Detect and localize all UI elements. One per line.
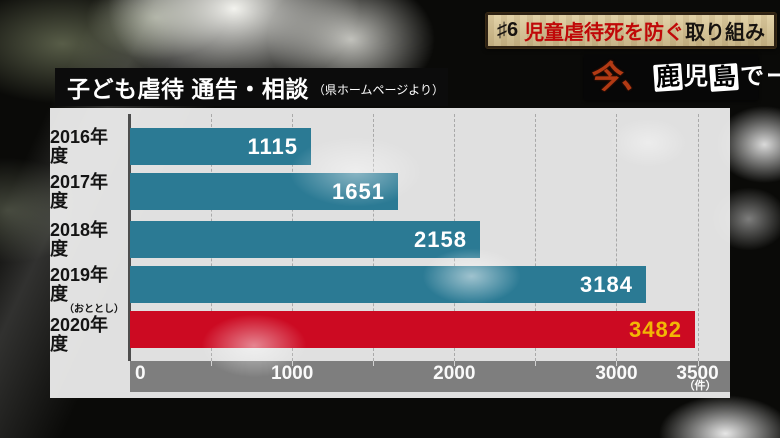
bar: 2158 <box>130 221 480 258</box>
axis-tick-label: 2000 <box>433 363 476 384</box>
logo-character: で <box>740 63 765 90</box>
episode-banner: ♯6 児童虐待死を防ぐ 取り組み <box>486 13 776 48</box>
axis-tick <box>535 361 537 366</box>
bar: 1115 <box>130 128 311 165</box>
chart-row: 2016年度 1115 <box>50 126 730 166</box>
bar-highlight: 3482 <box>130 311 695 348</box>
year-text: 2017年度 <box>50 171 109 211</box>
logo-character: ー <box>766 63 780 90</box>
bar-value-label: 3184 <box>580 271 633 297</box>
bar-value-label: 1651 <box>332 178 385 204</box>
logo-brush-character: 今、 <box>588 59 653 95</box>
axis-tick-label: 3000 <box>595 363 638 384</box>
year-label: 2019年度 <box>50 264 124 304</box>
chart-source-text: （県ホームページより） <box>312 82 445 97</box>
axis-tick-label: 1000 <box>271 363 314 384</box>
x-axis-band: 0 1000 2000 3000 3500 （件） <box>130 361 730 392</box>
axis-unit-label: （件） <box>683 380 717 392</box>
year-text: 2016年度 <box>50 126 109 166</box>
year-text: 2020年度 <box>50 314 109 354</box>
chart-row: 2019年度 3184 <box>50 264 730 304</box>
year-label: 2018年度 <box>50 219 124 259</box>
logo-character: 児 <box>684 63 709 90</box>
year-text: 2018年度 <box>50 219 109 259</box>
bar: 3184 <box>130 266 646 303</box>
axis-tick <box>211 361 213 366</box>
program-logo: 今、 鹿児島でー <box>584 54 780 100</box>
year-label: 2016年度 <box>50 126 124 166</box>
chart-title-text: 子ども虐待 通告・相談 <box>67 76 309 102</box>
logo-character: 鹿 <box>653 62 683 92</box>
logo-character: 島 <box>709 62 739 92</box>
episode-number: ♯6 <box>496 19 519 41</box>
chart-row: 2018年度 2158 <box>50 219 730 259</box>
axis-tick-label: 0 <box>135 363 146 384</box>
year-label: （おととし） 2020年度 <box>50 305 124 353</box>
year-label: 2017年度 <box>50 171 124 211</box>
axis-tick <box>373 361 375 366</box>
episode-title-rest: 取り組み <box>685 22 766 44</box>
episode-title-highlight: 児童虐待死を防ぐ <box>524 22 685 44</box>
chart-row: （おととし） 2020年度 3482 <box>50 305 730 353</box>
chart-row: 2017年度 1651 <box>50 171 730 211</box>
chart-title-banner: 子ども虐待 通告・相談 （県ホームページより） <box>55 68 448 106</box>
bar-value-label: 3482 <box>629 316 682 342</box>
logo-characters: 鹿児島でー <box>653 62 780 92</box>
bar: 1651 <box>130 173 398 210</box>
bar-value-label: 1115 <box>247 133 298 159</box>
bar-chart-panel: 2016年度 1115 2017年度 1651 2018年度 2158 2019年度 3184… <box>50 108 730 398</box>
bar-value-label: 2158 <box>414 226 467 252</box>
year-text: 2019年度 <box>50 264 109 304</box>
